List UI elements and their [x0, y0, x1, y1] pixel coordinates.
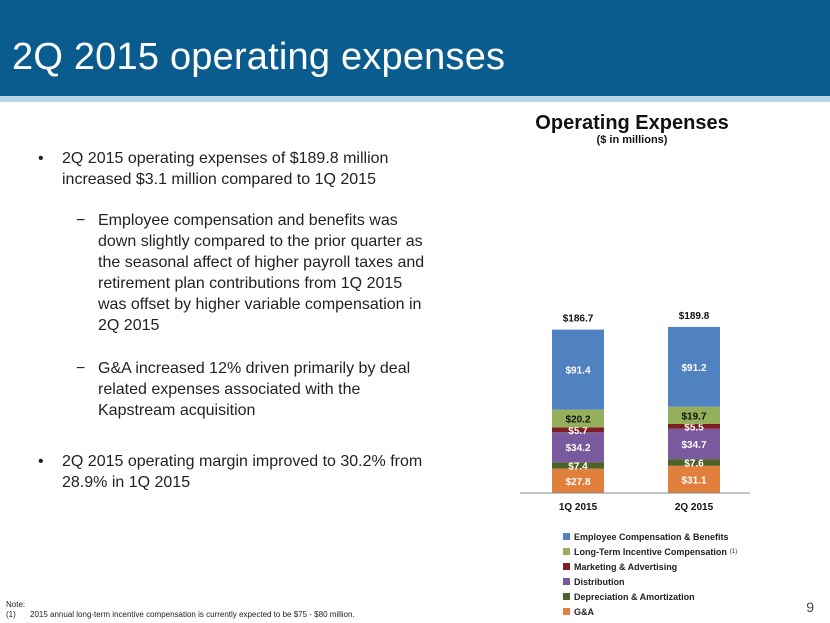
legend-swatch	[563, 563, 570, 570]
header-divider	[0, 96, 830, 102]
data-label: $5.7	[568, 426, 588, 437]
page-number: 9	[806, 599, 814, 615]
bar-segment	[668, 326, 720, 407]
legend-label: Depreciation & Amortization	[574, 591, 695, 602]
bullet-mark: •	[38, 150, 44, 167]
bar-segment	[552, 462, 604, 469]
legend-item: Long-Term Incentive Compensation (1)	[563, 544, 823, 559]
legend-item: Distribution	[563, 574, 823, 589]
sub-bullet-text: Employee compensation and benefits was d…	[98, 212, 425, 334]
legend-label: G&A	[574, 606, 594, 617]
slide-header	[0, 0, 830, 96]
bar-segment	[552, 468, 604, 493]
footnote-number: (1)	[6, 610, 16, 619]
chart-legend: Employee Compensation & Benefits Long-Ter…	[563, 529, 823, 619]
data-label: $91.4	[565, 366, 590, 377]
data-label: $34.7	[681, 440, 706, 451]
legend-item: Marketing & Advertising	[563, 559, 823, 574]
bar-segment	[668, 423, 720, 429]
bar-segment	[668, 428, 720, 460]
footnote: Note: (1) 2015 annual long-term incentiv…	[6, 600, 355, 620]
bullet-item: • 2Q 2015 operating expenses of $189.8 m…	[38, 148, 433, 190]
legend-swatch	[563, 533, 570, 540]
data-label: $7.4	[568, 461, 588, 472]
sub-bullet-mark: −	[76, 212, 86, 229]
legend-label: Marketing & Advertising	[574, 561, 678, 572]
bar-segment	[552, 427, 604, 433]
category-label: 1Q 2015	[559, 502, 598, 513]
data-label: $7.6	[684, 458, 704, 469]
bullet-text: 2Q 2015 operating margin improved to 30.…	[62, 453, 423, 491]
legend-item: G&A	[563, 604, 823, 619]
data-label: $31.1	[681, 475, 706, 486]
legend-swatch	[563, 548, 570, 555]
legend-item: Depreciation & Amortization	[563, 589, 823, 604]
footnote-item: (1) 2015 annual long-term incentive comp…	[6, 610, 355, 620]
stacked-bar-chart: $27.8 $7.4 $34.2 $5.7$20.2 $91.4 $186.7 1Q 201…	[520, 311, 750, 513]
bullet-text: 2Q 2015 operating expenses of $189.8 mil…	[62, 150, 389, 188]
legend-label: Long-Term Incentive Compensation	[574, 546, 727, 557]
bullet-list: • 2Q 2015 operating expenses of $189.8 m…	[38, 148, 433, 493]
slide-title: 2Q 2015 operating expenses	[12, 36, 506, 78]
chart-title: Operating Expenses	[535, 112, 729, 134]
bullet-mark: •	[38, 453, 44, 470]
sub-bullet-mark: −	[76, 360, 86, 377]
legend-footnote-marker: (1)	[729, 548, 738, 555]
legend-label: Distribution	[574, 576, 625, 587]
sub-bullet-item: − G&A increased 12% driven primarily by …	[38, 358, 433, 421]
bar-segment	[552, 329, 604, 410]
total-label: $189.8	[679, 311, 710, 322]
data-label: $27.8	[565, 477, 590, 488]
bar-segment	[668, 465, 720, 493]
sub-bullet-text: G&A increased 12% driven primarily by de…	[98, 360, 411, 419]
legend-swatch	[563, 608, 570, 615]
legend-swatch	[563, 593, 570, 600]
chart-subtitle: ($ in millions)	[596, 134, 668, 146]
legend-label: Employee Compensation & Benefits	[574, 531, 729, 542]
legend-item: Employee Compensation & Benefits	[563, 529, 823, 544]
data-label: $34.2	[565, 443, 590, 454]
data-label: $91.2	[681, 363, 706, 374]
sub-bullet-item: − Employee compensation and benefits was…	[38, 210, 433, 336]
data-label: $5.5	[684, 422, 704, 433]
data-label: $20.2	[565, 414, 590, 425]
bar-segment	[552, 409, 604, 428]
footnote-text: 2015 annual long-term incentive compensa…	[30, 610, 355, 619]
total-label: $186.7	[563, 314, 594, 325]
bullet-item: • 2Q 2015 operating margin improved to 3…	[38, 451, 433, 493]
bar-segment	[668, 406, 720, 424]
footnote-label: Note:	[6, 600, 26, 609]
bar-segment	[552, 432, 604, 463]
category-label: 2Q 2015	[675, 502, 714, 513]
data-label: $19.7	[681, 411, 706, 422]
legend-swatch	[563, 578, 570, 585]
bar-segment	[668, 459, 720, 466]
